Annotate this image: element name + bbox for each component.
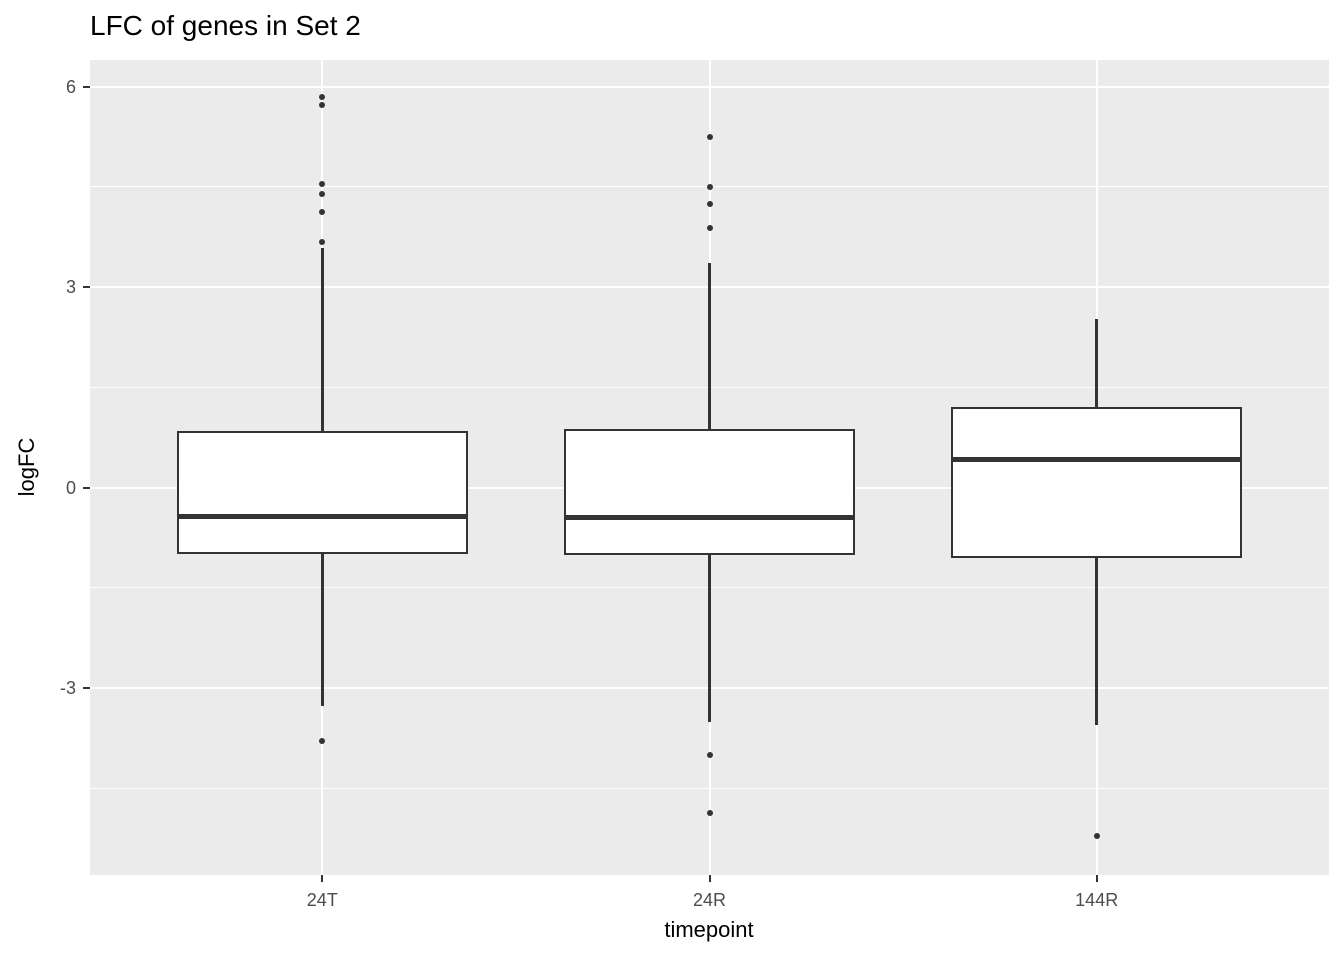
outlier-24T-4.13 <box>319 208 326 215</box>
median-24R <box>564 515 855 521</box>
plot-panel <box>90 60 1329 875</box>
y-tick-mark--3 <box>83 686 90 689</box>
box-24T <box>177 430 468 555</box>
x-tick-label-24T: 24T <box>306 890 338 910</box>
outlier-24R-3.88 <box>706 225 713 232</box>
y-tick-label--3: -3 <box>59 677 76 698</box>
x-tick-label-144R: 144R <box>1075 890 1119 910</box>
outlier-24R--4 <box>706 751 713 758</box>
outlier-24T-4.4 <box>319 190 326 197</box>
outlier-24R-5.25 <box>706 133 713 140</box>
outlier-24T-4.55 <box>319 180 326 187</box>
x-tick-label-24R: 24R <box>692 890 727 910</box>
outlier-24T--3.8 <box>319 738 326 745</box>
box-24R <box>564 428 855 555</box>
outlier-24T-3.68 <box>319 238 326 245</box>
whisker-lower-24T <box>321 554 324 706</box>
whisker-upper-24T <box>321 248 324 431</box>
y-tick-label-0: 0 <box>65 477 76 498</box>
outlier-24R-4.25 <box>706 200 713 207</box>
outlier-24T-5.84 <box>319 94 326 101</box>
x-axis-title: timepoint <box>664 917 754 942</box>
outlier-24T-5.73 <box>319 101 326 108</box>
y-tick-mark-6 <box>83 85 90 88</box>
whisker-upper-144R <box>1095 319 1098 408</box>
x-tick-mark-144R <box>1095 875 1098 882</box>
whisker-lower-24R <box>708 555 711 722</box>
outlier-144R--5.22 <box>1093 833 1100 840</box>
y-tick-mark-0 <box>83 486 90 489</box>
y-tick-label-3: 3 <box>65 277 76 298</box>
outlier-24R-4.5 <box>706 183 713 190</box>
outlier-24R--4.87 <box>706 809 713 816</box>
whisker-lower-144R <box>1095 558 1098 725</box>
median-144R <box>951 456 1242 462</box>
y-tick-label-6: 6 <box>65 76 76 97</box>
chart-title: LFC of genes in Set 2 <box>90 10 361 41</box>
y-tick-mark-3 <box>83 286 90 289</box>
whisker-upper-24R <box>708 263 711 429</box>
median-24T <box>177 513 468 519</box>
x-tick-mark-24T <box>321 875 324 882</box>
box-144R <box>951 407 1242 559</box>
x-tick-mark-24R <box>708 875 711 882</box>
